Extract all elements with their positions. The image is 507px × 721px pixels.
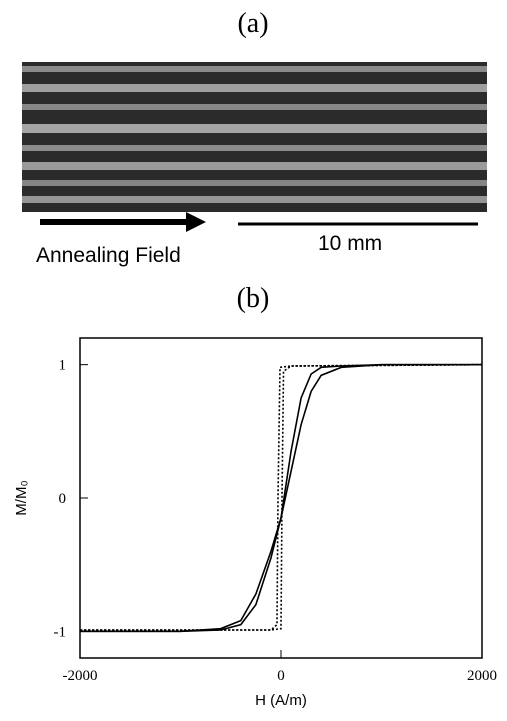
loop-branch bbox=[80, 363, 483, 631]
panel-label: (b) bbox=[237, 283, 270, 314]
loop-branch bbox=[80, 363, 482, 633]
loop-branch bbox=[80, 363, 483, 631]
panel-label: (a) bbox=[237, 8, 268, 39]
scale-label: 10 mm bbox=[318, 232, 382, 255]
field-arrow bbox=[40, 212, 206, 232]
loop-branch bbox=[80, 363, 482, 633]
arrow-label: Annealing Field bbox=[36, 244, 181, 267]
plot-frame bbox=[79, 337, 483, 659]
stripe-image bbox=[22, 62, 487, 212]
x-tick-label: 2000 bbox=[467, 668, 497, 684]
x-tick-label: -2000 bbox=[63, 668, 98, 684]
x-tick-label: 0 bbox=[277, 668, 285, 684]
x-axis-label: H (A/m) bbox=[255, 692, 307, 709]
y-tick-label: -1 bbox=[54, 624, 67, 640]
y-tick-label: 1 bbox=[59, 358, 67, 374]
y-tick-label: 0 bbox=[59, 491, 67, 507]
y-axis-label: M/M₀ bbox=[13, 480, 30, 515]
